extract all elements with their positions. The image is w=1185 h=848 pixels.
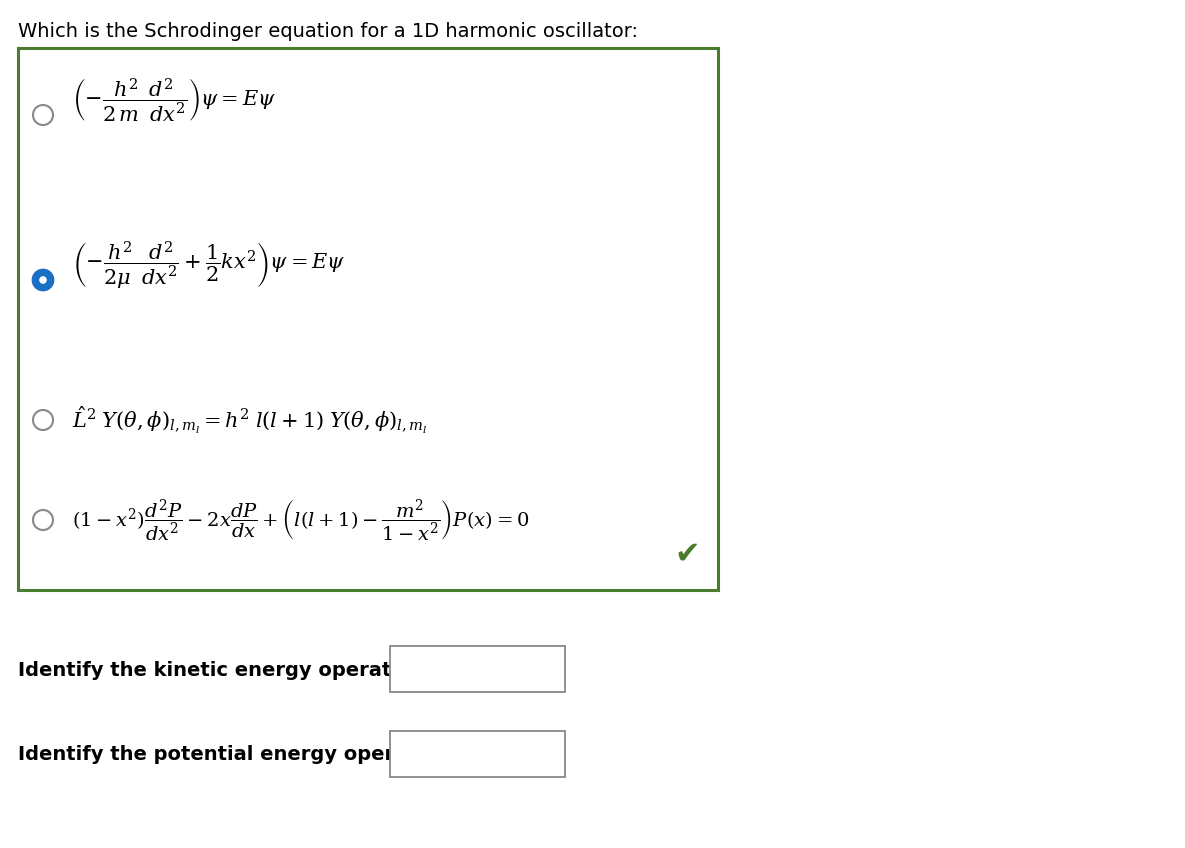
Text: $\left( -\dfrac{h^{2}\;\;d^{2}}{2\,m\;\;dx^{2}} \right)\psi = E\psi$: $\left( -\dfrac{h^{2}\;\;d^{2}}{2\,m\;\;… xyxy=(72,76,276,124)
Text: $(1-x^{2})\dfrac{d^{2}P}{dx^{2}} - 2x\dfrac{dP}{dx} + \left( l(l+1) - \dfrac{m^{: $(1-x^{2})\dfrac{d^{2}P}{dx^{2}} - 2x\df… xyxy=(72,498,530,543)
Text: ✔: ✔ xyxy=(674,539,700,568)
FancyBboxPatch shape xyxy=(390,731,565,777)
Circle shape xyxy=(39,276,46,284)
Circle shape xyxy=(33,105,53,125)
Text: Which is the Schrodinger equation for a 1D harmonic oscillator:: Which is the Schrodinger equation for a … xyxy=(18,22,638,41)
Circle shape xyxy=(33,270,53,290)
FancyBboxPatch shape xyxy=(18,48,718,590)
Text: Identify the potential energy operator:: Identify the potential energy operator: xyxy=(18,745,448,765)
Circle shape xyxy=(33,510,53,530)
Text: $\hat{L}^{2}\;Y(\theta,\phi)_{l,m_l} = h^{2}\;l(l+1)\;Y(\theta,\phi)_{l,m_l}$: $\hat{L}^{2}\;Y(\theta,\phi)_{l,m_l} = h… xyxy=(72,404,428,435)
Text: Identify the kinetic energy operator:: Identify the kinetic energy operator: xyxy=(18,661,422,679)
Circle shape xyxy=(33,410,53,430)
FancyBboxPatch shape xyxy=(390,646,565,692)
Text: $\left( -\dfrac{h^{2}\;\;\;d^{2}}{2\mu\;\;dx^{2}} + \dfrac{1}{2}kx^{2} \right)\p: $\left( -\dfrac{h^{2}\;\;\;d^{2}}{2\mu\;… xyxy=(72,239,345,291)
